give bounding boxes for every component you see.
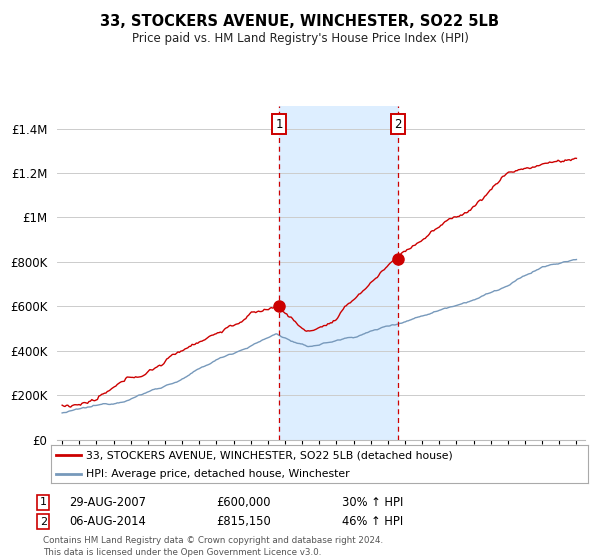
Text: 2: 2 xyxy=(40,517,47,527)
Text: 06-AUG-2014: 06-AUG-2014 xyxy=(69,515,146,529)
Text: 1: 1 xyxy=(40,497,47,507)
Text: Contains HM Land Registry data © Crown copyright and database right 2024.
This d: Contains HM Land Registry data © Crown c… xyxy=(43,536,383,557)
Text: £815,150: £815,150 xyxy=(216,515,271,529)
Bar xyxy=(279,106,398,440)
Text: HPI: Average price, detached house, Winchester: HPI: Average price, detached house, Winc… xyxy=(86,469,350,479)
Text: 1: 1 xyxy=(275,118,283,130)
Text: 33, STOCKERS AVENUE, WINCHESTER, SO22 5LB: 33, STOCKERS AVENUE, WINCHESTER, SO22 5L… xyxy=(101,14,499,29)
Text: 30% ↑ HPI: 30% ↑ HPI xyxy=(342,496,403,509)
Text: 2: 2 xyxy=(394,118,402,130)
Text: 33, STOCKERS AVENUE, WINCHESTER, SO22 5LB (detached house): 33, STOCKERS AVENUE, WINCHESTER, SO22 5L… xyxy=(86,450,452,460)
Text: Price paid vs. HM Land Registry's House Price Index (HPI): Price paid vs. HM Land Registry's House … xyxy=(131,32,469,45)
Text: 46% ↑ HPI: 46% ↑ HPI xyxy=(342,515,403,529)
Text: 29-AUG-2007: 29-AUG-2007 xyxy=(69,496,146,509)
Text: £600,000: £600,000 xyxy=(216,496,271,509)
